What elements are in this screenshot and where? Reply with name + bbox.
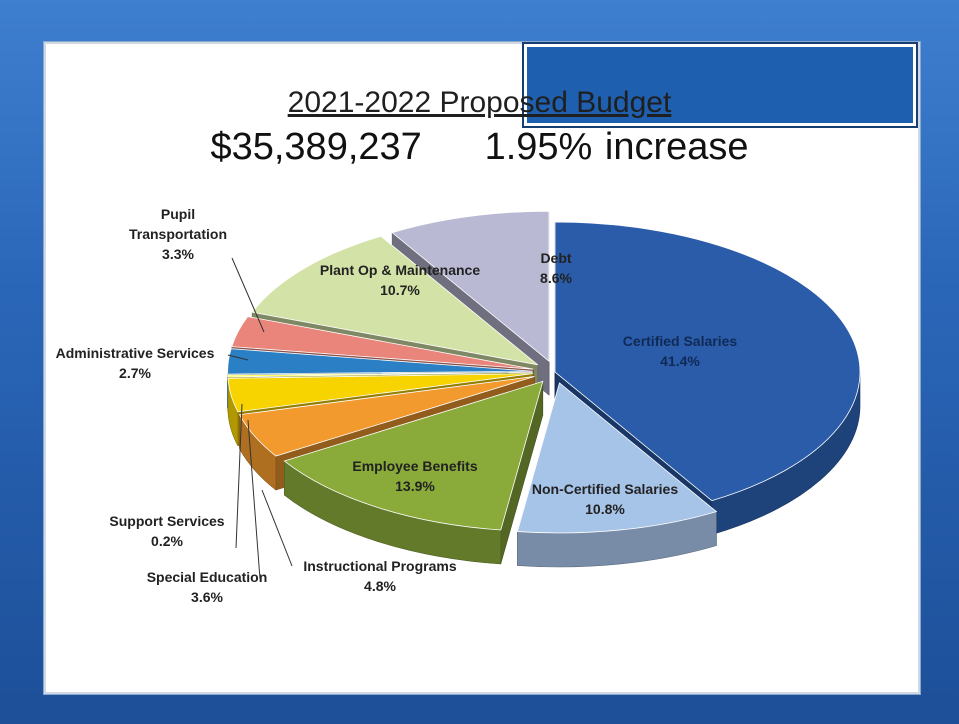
slice-percent: 4.8% (364, 578, 396, 594)
slice-debt (391, 210, 550, 363)
slice-instructional-programs (238, 376, 535, 457)
label-pupil-transportation: Pupil Transportation 3.3% (129, 206, 265, 333)
slice-label: Administrative Services (56, 345, 215, 361)
leader-line (235, 403, 243, 549)
leader-line (231, 257, 265, 333)
slice-label: Non-Certified Salaries (532, 481, 678, 497)
leader-line (247, 419, 261, 580)
slice-label: Special Education (147, 569, 268, 585)
slice-percent: 10.7% (380, 282, 420, 298)
slice-percent: 2.7% (119, 365, 151, 381)
slice-label: Certified Salaries (623, 333, 738, 349)
slice-pupil-transportation (231, 316, 534, 370)
slice-label: Plant Op & Maintenance (320, 262, 480, 278)
slice-percent: 10.8% (585, 501, 625, 517)
leader-line (261, 489, 293, 567)
chart-title: 2021-2022 Proposed Budget (287, 86, 672, 119)
label-debt: Debt 8.6% (540, 250, 572, 286)
label-support-services: Support Services 0.2% (109, 403, 243, 549)
label-employee-benefits: Employee Benefits 13.9% (352, 458, 477, 494)
slice-label: Transportation (129, 226, 227, 242)
label-certified-salaries: Certified Salaries 41.4% (623, 333, 738, 369)
total-amount: $35,389,237 (210, 126, 422, 168)
increase-text: 1.95% increase (484, 126, 749, 168)
slice-support-services (227, 371, 533, 378)
label-special-education: Special Education 3.6% (147, 419, 268, 605)
slice-employee-benefits (283, 380, 544, 531)
leader-line (227, 354, 249, 361)
slice-certified-salaries (554, 221, 861, 502)
budget-total: $35,389,237 1.95% increase (0, 126, 959, 169)
slice-percent: 3.3% (162, 246, 194, 262)
slice-percent: 8.6% (540, 270, 572, 286)
label-administrative-services: Administrative Services 2.7% (56, 345, 249, 381)
slice-label: Instructional Programs (303, 558, 456, 574)
label-non-certified-salaries: Non-Certified Salaries 10.8% (532, 481, 678, 517)
slice-label: Debt (540, 250, 571, 266)
label-instructional-programs: Instructional Programs 4.8% (261, 489, 457, 594)
slice-percent: 41.4% (660, 353, 700, 369)
slice-label: Pupil (161, 206, 195, 222)
slice-administrative-services (227, 348, 533, 375)
slice-special-education (227, 373, 533, 413)
label-plant-op-maintenance: Plant Op & Maintenance 10.7% (320, 262, 480, 298)
slice-plant-op-maintenance (251, 235, 539, 366)
slice-label: Employee Benefits (352, 458, 477, 474)
header-decoration (522, 42, 918, 128)
slice-percent: 3.6% (191, 589, 223, 605)
slice-percent: 0.2% (151, 533, 183, 549)
slice-label: Support Services (109, 513, 224, 529)
slice-non-certified-salaries (516, 382, 718, 534)
slice-percent: 13.9% (395, 478, 435, 494)
